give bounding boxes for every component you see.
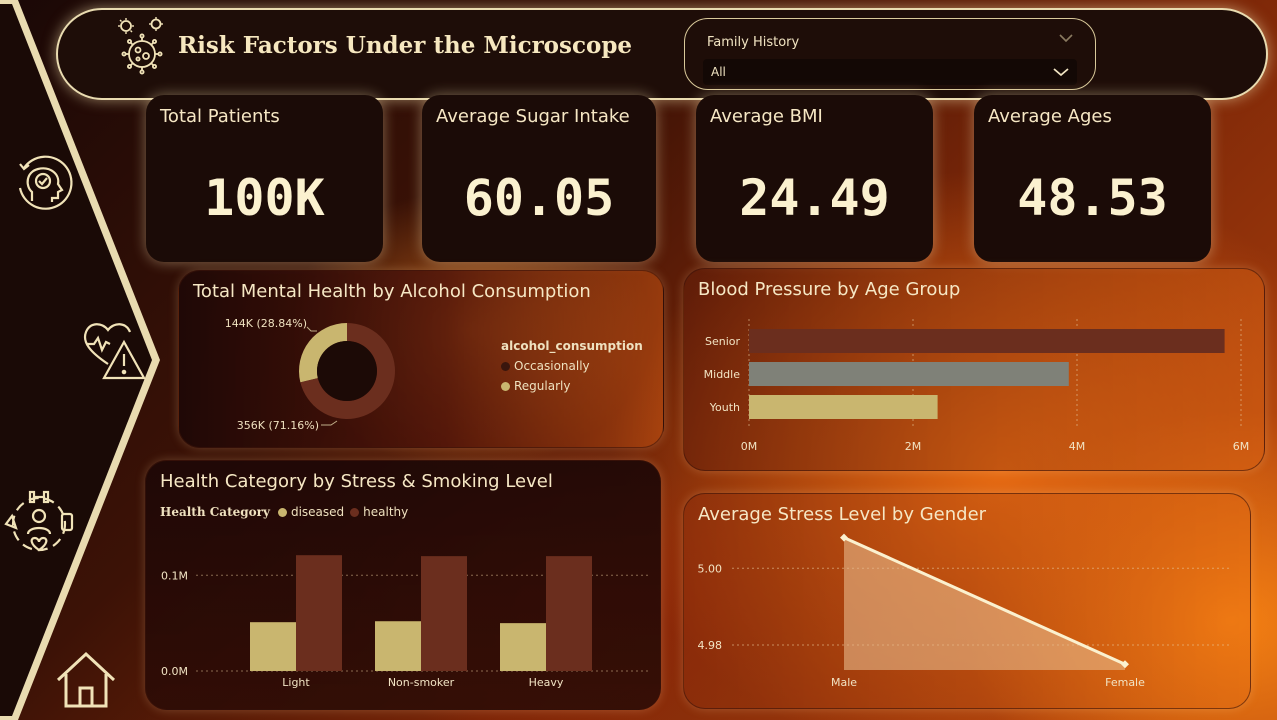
area-chart: 5.00 4.98 Male Female [698, 533, 1232, 689]
y-tick-label: Middle [704, 368, 741, 381]
donut-legend: alcohol_consumption Occasionally Regular… [501, 339, 643, 393]
y-tick-label: Youth [709, 401, 740, 414]
data-label-occasionally: 356K (71.16%) [237, 419, 319, 432]
x-tick-label: Non-smoker [388, 676, 455, 689]
point-female[interactable] [1121, 660, 1129, 669]
legend-label: Occasionally [514, 359, 590, 373]
kpi-card-average-ages: Average Ages 48.53 [974, 95, 1211, 262]
donut-chart: 144K (28.84%) 356K (71.16%) [225, 317, 395, 432]
family-history-slicer: Family History All [684, 18, 1096, 90]
mental-health-icon[interactable] [8, 146, 78, 216]
data-label-regularly: 144K (28.84%) [225, 317, 307, 330]
y-tick-label: 0.0M [161, 665, 188, 678]
x-tick-label: 0M [741, 440, 758, 453]
bar-healthy-non-smoker[interactable] [421, 556, 467, 671]
legend-item[interactable]: Occasionally [501, 359, 643, 373]
legend-dot [350, 507, 360, 517]
kpi-title: Average Sugar Intake [436, 106, 630, 127]
stress-gender-panel: Average Stress Level by Gender 5.00 4.98 M… [683, 493, 1251, 709]
virus-icon [118, 17, 163, 75]
legend-dot [501, 361, 510, 371]
kpi-card-total-patients: Total Patients 100K [146, 95, 383, 262]
kpi-title: Average BMI [710, 106, 823, 127]
mental-health-alcohol-panel: Total Mental Health by Alcohol Consumpti… [178, 270, 664, 448]
legend-label: diseased [290, 505, 345, 519]
legend-dot [501, 381, 510, 391]
chart-title: Total Mental Health by Alcohol Consumpti… [193, 281, 591, 302]
y-tick-label: 0.1M [161, 569, 188, 582]
kpi-title: Average Ages [988, 106, 1112, 127]
y-tick-label: 5.00 [698, 562, 723, 575]
bar-diseased-non-smoker[interactable] [375, 621, 421, 671]
x-tick-label: Female [1105, 676, 1145, 689]
kpi-value: 48.53 [1017, 169, 1168, 227]
column-chart: 0.0M 0.1M Light Non-smoker Heavy [161, 555, 648, 689]
chart-title: Health Category by Stress & Smoking Leve… [160, 471, 553, 492]
dropdown-chevron-icon[interactable] [1053, 67, 1069, 77]
bar-diseased-light[interactable] [250, 622, 296, 671]
x-tick-label: 4M [1069, 440, 1086, 453]
x-tick-label: Heavy [529, 676, 564, 689]
chevron-down-icon[interactable] [1059, 33, 1073, 43]
kpi-value: 100K [204, 169, 325, 227]
legend-item[interactable]: Regularly [501, 379, 643, 393]
legend-item[interactable]: healthy [350, 505, 408, 519]
bar-healthy-heavy[interactable] [546, 556, 592, 671]
x-tick-label: Male [831, 676, 857, 689]
blood-pressure-panel: Blood Pressure by Age Group 0M 2M 4M 6M Seni… [683, 268, 1265, 471]
slicer-label: Family History [707, 35, 800, 50]
series-line [843, 536, 1126, 666]
chart-title: Average Stress Level by Gender [698, 504, 987, 525]
bar-healthy-light[interactable] [296, 555, 342, 671]
donut-hole [317, 341, 377, 401]
legend-title: alcohol_consumption [501, 339, 643, 353]
sidebar-nav [0, 0, 175, 720]
bar-youth[interactable] [749, 395, 938, 419]
donut-slice-regularly[interactable] [299, 323, 347, 383]
x-tick-label: 2M [905, 440, 922, 453]
bar-middle[interactable] [749, 362, 1069, 386]
leader-line [321, 420, 338, 426]
legend-label: healthy [363, 505, 409, 519]
home-icon[interactable] [52, 646, 122, 716]
kpi-title: Total Patients [160, 106, 280, 127]
health-category-panel: Health Category by Stress & Smoking Leve… [145, 460, 661, 710]
legend-title: Health Category [160, 505, 270, 519]
bar-senior[interactable] [749, 329, 1225, 353]
family-history-dropdown[interactable]: All [703, 59, 1077, 85]
y-tick-label: Senior [705, 335, 741, 348]
leader-line [306, 326, 317, 332]
x-tick-label: 6M [1233, 440, 1250, 453]
fitness-wellbeing-icon[interactable] [4, 486, 74, 556]
chart-legend: Health Category diseased healthy [160, 505, 414, 519]
bar-diseased-heavy[interactable] [500, 623, 546, 671]
chart-title: Blood Pressure by Age Group [698, 279, 961, 300]
donut-slices [299, 323, 395, 419]
page-title: Risk Factors Under the Microscope [178, 32, 633, 59]
point-male[interactable] [840, 533, 848, 542]
donut-slice-occasionally[interactable] [300, 323, 395, 419]
heart-warning-icon[interactable] [80, 316, 150, 386]
x-tick-label: Light [282, 676, 310, 689]
bar-chart: 0M 2M 4M 6M Senior Middle Youth [704, 319, 1250, 453]
header-bar: Risk Factors Under the Microscope Family… [56, 8, 1268, 100]
y-tick-label: 4.98 [698, 639, 723, 652]
legend-dot [277, 507, 287, 517]
kpi-card-average-sugar: Average Sugar Intake 60.05 [422, 95, 656, 262]
kpi-value: 60.05 [463, 169, 615, 227]
slicer-value: All [711, 65, 726, 79]
legend-item[interactable]: diseased [277, 505, 345, 519]
kpi-value: 24.49 [739, 169, 890, 227]
kpi-card-average-bmi: Average BMI 24.49 [696, 95, 933, 262]
legend-label: Regularly [514, 379, 571, 393]
